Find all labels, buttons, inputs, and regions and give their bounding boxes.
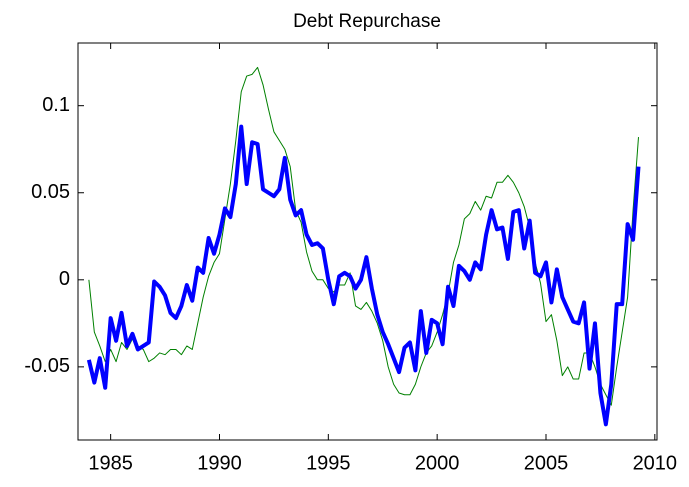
x-tick-label: 1990 [197, 452, 242, 474]
y-tick-label: 0.1 [42, 94, 70, 116]
plot-frame [77, 42, 658, 441]
x-tick-label: 2000 [415, 452, 460, 474]
y-tick-label: 0 [59, 268, 70, 290]
y-tick-label: -0.05 [24, 355, 70, 377]
x-tick-label: 1985 [88, 452, 133, 474]
data-line [86, 124, 641, 427]
x-tick-label: 2005 [524, 452, 569, 474]
x-tick-label: 1995 [306, 452, 351, 474]
chart-title: Debt Repurchase [293, 11, 441, 32]
data-line [88, 66, 639, 406]
y-tick-label: 0.05 [31, 181, 70, 203]
x-tick-label: 2010 [633, 452, 678, 474]
